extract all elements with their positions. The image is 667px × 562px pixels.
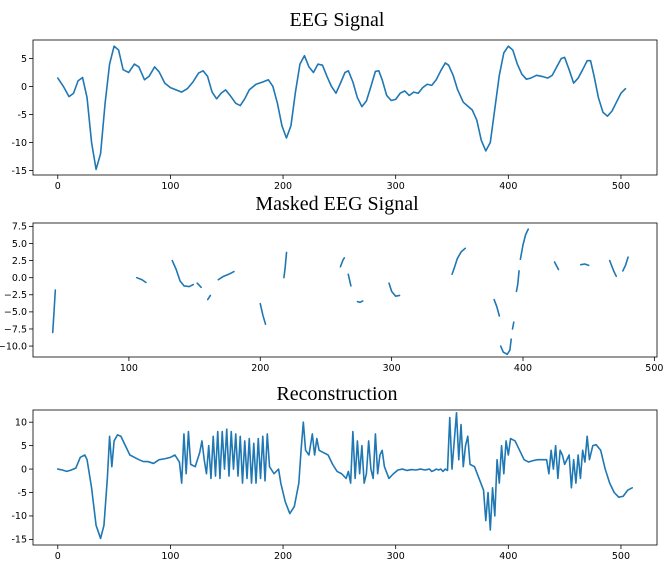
masked-eeg-signal-series [51,228,629,356]
series-line-segment [217,270,235,281]
series-line-segment [283,251,288,279]
x-tick-label: 100 [120,363,138,374]
eeg-signal-series [56,45,627,171]
reconstruction-axes-frame [32,409,658,546]
y-tick-label: -5 [18,110,27,121]
series-line-segment [135,276,147,284]
y-tick-label: 5.0 [12,239,27,250]
panel-masked-eeg-signal: Masked EEG Signal 100 200 300 400 500 −10.0−… [0,193,663,374]
y-tick-label: −7.5 [4,324,27,335]
series-line-segment [259,302,267,325]
series-line-segment [339,257,346,268]
y-tick-label: 0 [21,464,27,475]
y-tick-label: -5 [18,488,27,499]
series-line-segment [515,270,520,293]
reconstruction-x-ticks: 0 100 200 300 400 500 [55,545,630,562]
y-tick-label: -15 [11,535,27,546]
x-tick-label: 400 [514,363,532,374]
reconstruction-series [56,412,634,540]
panel-reconstruction: Reconstruction 0 100 200 300 400 500 -15-10-5… [11,383,658,562]
eeg-signal-x-ticks: 0 100 200 300 400 500 [55,175,630,192]
x-tick-label: 500 [612,551,630,562]
y-tick-label: 7.5 [12,222,27,233]
series-line-segment [622,256,629,272]
masked-eeg-signal-x-ticks: 100 200 300 400 500 [120,357,663,374]
series-line-segment [196,282,202,289]
series-line-segment [580,263,590,267]
series-line-segment [56,45,627,171]
y-tick-label: 2.5 [12,256,27,267]
y-tick-label: -10 [11,138,27,149]
series-line-segment [553,261,560,271]
y-tick-label: −2.5 [4,290,27,301]
x-tick-label: 300 [383,363,401,374]
y-tick-label: −5.0 [4,307,27,318]
series-line-segment [499,338,512,356]
x-tick-label: 200 [274,181,292,192]
y-tick-label: −10.0 [0,341,27,352]
series-line-segment [608,259,618,278]
reconstruction-y-ticks: -15 -10 -5 0 5 10 [11,417,33,546]
x-tick-label: 400 [499,551,517,562]
x-tick-label: 300 [387,181,405,192]
x-tick-label: 300 [387,551,405,562]
masked-eeg-signal-title: Masked EEG Signal [255,193,419,215]
y-tick-label: 5 [21,441,27,452]
x-tick-label: 500 [612,181,630,192]
eeg-signal-y-ticks: -15 -10 -5 0 5 [11,54,33,177]
series-line-segment [519,228,530,261]
series-line-segment [51,289,57,334]
x-tick-label: 0 [55,551,61,562]
series-line-segment [493,298,501,317]
series-line-segment [171,259,195,288]
y-tick-label: 0.0 [12,273,27,284]
series-line-segment [511,321,515,330]
series-line-segment [388,282,401,297]
eeg-signal-title: EEG Signal [290,9,385,31]
y-tick-label: 0 [21,82,27,93]
reconstruction-title: Reconstruction [276,383,397,405]
y-tick-label: -10 [11,511,27,522]
y-tick-label: 10 [15,417,27,428]
y-tick-label: -15 [11,166,27,177]
x-tick-label: 200 [274,551,292,562]
series-line-segment [56,412,634,540]
x-tick-label: 100 [161,551,179,562]
series-line-segment [451,247,467,276]
series-line-segment [206,294,212,301]
panel-eeg-signal: EEG Signal 0 100 200 300 400 500 -15 -10 -5 0 5 [11,9,658,192]
x-tick-label: 0 [55,181,61,192]
masked-eeg-signal-y-ticks: −10.0 −7.5 −5.0 −2.5 0.0 2.5 5.0 7.5 [0,222,33,352]
masked-eeg-signal-axes-frame [32,222,658,358]
x-tick-label: 200 [251,363,269,374]
series-line-segment [347,273,352,287]
x-tick-label: 500 [645,363,663,374]
eeg-signal-axes-frame [32,39,658,176]
x-tick-label: 400 [499,181,517,192]
x-tick-label: 100 [161,181,179,192]
series-line-segment [356,300,364,304]
y-tick-label: 5 [21,54,27,65]
